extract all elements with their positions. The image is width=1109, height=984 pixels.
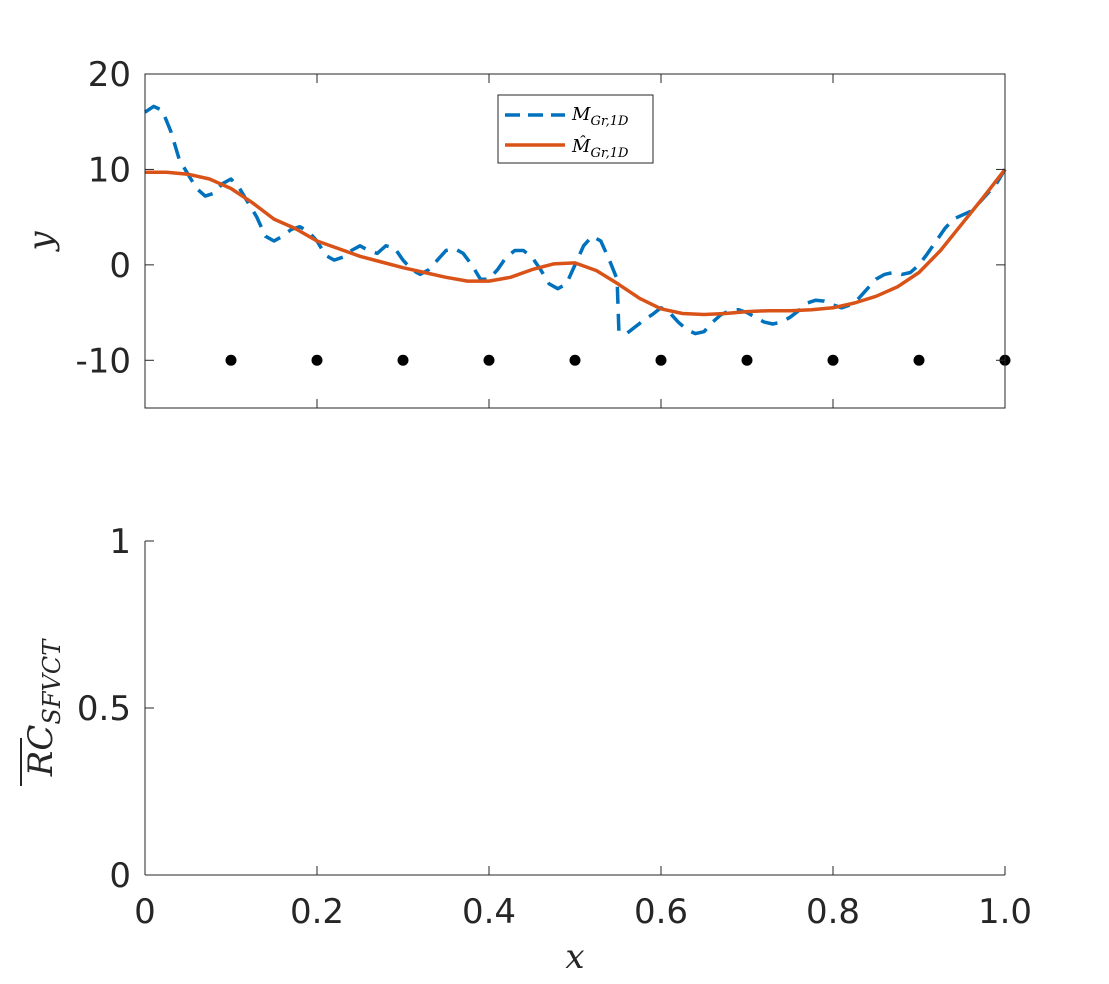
top-y-tick-label: 10	[88, 150, 131, 190]
bottom-x-tick-label: 0.6	[634, 892, 688, 932]
series-line-0	[144, 104, 1007, 336]
marker-point	[741, 354, 753, 366]
bottom-plot: 0 0.5 1 0 0.2 0.4 0.6 0.8 1.0 x RCSFVCT	[20, 522, 1032, 977]
legend-label-m-hat-gr-1d-main: M̂	[571, 135, 591, 157]
bottom-plot-ticks: 0 0.5 1 0 0.2 0.4 0.6 0.8 1.0	[77, 522, 1032, 932]
series-line-1	[145, 168, 1007, 317]
top-y-axis-label: y	[21, 231, 61, 253]
bottom-y-axis-label-text: RCSFVCT	[21, 638, 66, 777]
bottom-x-tick-label: 0.4	[462, 892, 516, 932]
marker-point	[913, 354, 925, 366]
bottom-y-tick-label: 0	[109, 856, 131, 896]
bottom-x-tick-label: 1.0	[978, 892, 1032, 932]
bottom-y-axis-label-main: RC	[21, 725, 61, 778]
bottom-x-tick-label: 0	[134, 892, 156, 932]
bottom-x-tick-label: 0.2	[290, 892, 344, 932]
top-y-tick-label: 20	[88, 55, 131, 95]
top-plot-data-layer	[144, 104, 1011, 366]
top-y-tick-label: -10	[75, 341, 131, 381]
marker-point	[225, 354, 237, 366]
bottom-y-axis-label-sub: SFVCT	[38, 638, 66, 725]
bottom-y-tick-label: 0.5	[77, 689, 131, 729]
marker-point	[655, 354, 667, 366]
bottom-x-tick-label: 0.8	[806, 892, 860, 932]
legend: MGr,1D M̂Gr,1D	[497, 94, 654, 164]
legend-label-m-gr-1d: MGr,1D	[571, 104, 629, 129]
legend-label-m-hat-gr-1d-sub: Gr,1D	[590, 146, 629, 161]
legend-label-m-hat-gr-1d: M̂Gr,1D	[571, 135, 629, 161]
marker-point	[483, 354, 495, 366]
legend-label-m-gr-1d-sub: Gr,1D	[590, 114, 629, 129]
bottom-y-axis-label: RCSFVCT	[20, 638, 66, 786]
marker-point	[569, 354, 581, 366]
top-plot-ticks: -10 0 10 20	[75, 55, 1006, 408]
legend-box	[497, 94, 654, 164]
legend-label-m-gr-1d-main: M	[571, 104, 591, 125]
marker-point	[311, 354, 323, 366]
bottom-y-tick-label: 1	[109, 522, 131, 562]
top-plot-frame	[144, 73, 1006, 409]
marker-point	[397, 354, 409, 366]
bottom-x-axis-label: x	[565, 937, 584, 977]
top-y-tick-label: 0	[109, 246, 131, 286]
marker-point	[827, 354, 839, 366]
